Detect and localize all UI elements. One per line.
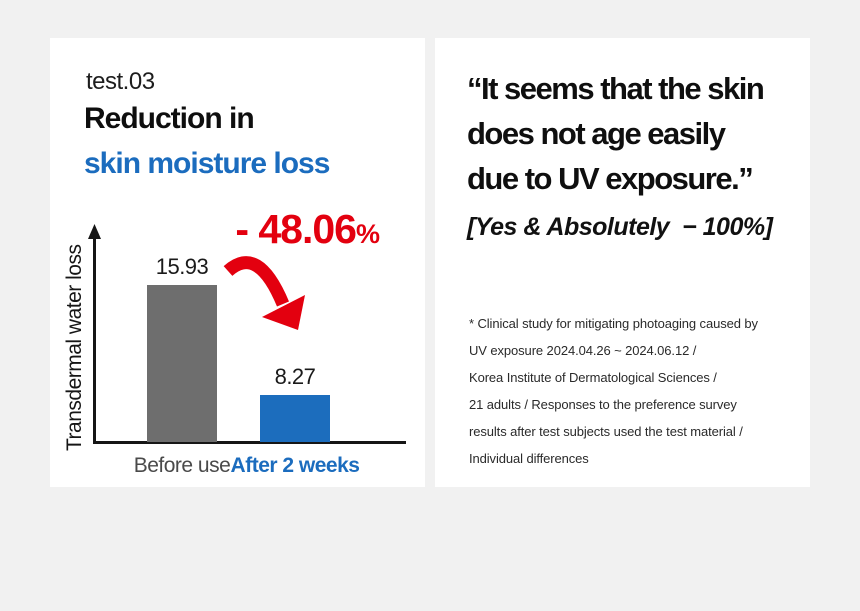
disclaimer-line: results after test subjects used the tes…: [469, 424, 743, 439]
survey-quote-card: “It seems that the skin does not age eas…: [435, 38, 810, 487]
survey-quote-line1: “It seems that the skin: [467, 71, 765, 106]
disclaimer-line: UV exposure 2024.04.26 ~ 2024.06.12 /: [469, 343, 697, 358]
bar-value-label: 15.93: [155, 254, 209, 279]
card-title: Reduction in skin moisture loss: [84, 96, 330, 186]
bar-before-use: 15.93 Before use: [134, 254, 231, 477]
card-title-line2: skin moisture loss: [84, 147, 330, 180]
y-axis-title: Transdermal water loss: [63, 244, 86, 452]
bar-value-label: 8.27: [274, 364, 316, 389]
percent-change-value: - 48.06: [235, 206, 357, 252]
percent-change-label: - 48.06%: [235, 206, 380, 252]
y-axis-arrow-icon: [88, 224, 101, 239]
decrease-arrow-icon: [223, 256, 305, 330]
survey-quote-line2: does not age easily: [467, 116, 726, 151]
survey-quote-line3: due to UV exposure.”: [467, 161, 754, 196]
disclaimer-line: * Clinical study for mitigating photoagi…: [469, 316, 758, 331]
study-disclaimer: * Clinical study for mitigating photoagi…: [469, 310, 758, 472]
card-title-line1: Reduction in: [84, 102, 255, 135]
disclaimer-line: Individual differences: [469, 451, 589, 466]
disclaimer-line: 21 adults / Responses to the preference …: [469, 397, 737, 412]
bar-after-2-weeks: 8.27 After 2 weeks: [231, 364, 360, 477]
test-number-label: test.03: [86, 68, 155, 95]
moisture-loss-test-card: test.03 Reduction in skin moisture loss …: [50, 38, 425, 487]
survey-quote: “It seems that the skin does not age eas…: [467, 66, 765, 201]
disclaimer-line: Korea Institute of Dermatological Scienc…: [469, 370, 717, 385]
bar-category-label: Before use: [133, 454, 231, 477]
bar-category-label: After 2 weeks: [230, 454, 360, 477]
survey-result-label: [Yes & Absolutely − 100%]: [467, 213, 773, 241]
percent-change-unit: %: [355, 219, 380, 249]
